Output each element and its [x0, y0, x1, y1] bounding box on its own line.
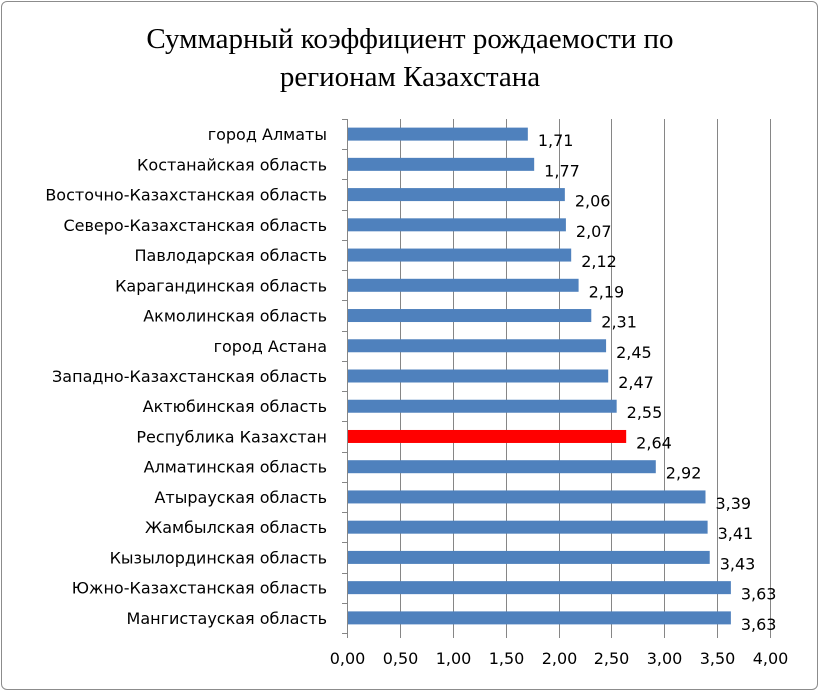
bar	[348, 188, 565, 202]
category-label: город Астана	[214, 337, 327, 356]
data-label: 3,41	[718, 524, 754, 543]
category-label: Жамбылская область	[145, 518, 327, 537]
category-label: Западно-Казахстанская область	[52, 367, 327, 386]
data-label: 3,43	[720, 554, 756, 573]
data-label: 2,19	[589, 282, 625, 301]
data-label: 3,39	[715, 494, 751, 513]
x-tick-label: 4,00	[753, 649, 789, 668]
data-label: 2,12	[581, 252, 617, 271]
category-label: город Алматы	[208, 125, 327, 144]
x-tick-label: 1,00	[436, 649, 472, 668]
bar	[348, 127, 528, 141]
bar	[348, 399, 617, 413]
bar	[348, 248, 572, 262]
x-tick-label: 0,50	[383, 649, 419, 668]
bar	[348, 581, 731, 595]
data-label: 2,31	[601, 313, 637, 332]
bar	[348, 369, 609, 383]
bar	[348, 460, 656, 474]
chart-title: Суммарный коэффициент рождаемости по рег…	[146, 23, 674, 93]
data-label: 2,92	[666, 464, 702, 483]
data-label: 2,47	[618, 373, 654, 392]
data-label: 2,45	[616, 343, 652, 362]
x-tick-label: 3,00	[647, 649, 683, 668]
x-tick-label: 2,50	[594, 649, 630, 668]
x-tick-label: 0,00	[330, 649, 366, 668]
category-label: Алматинская область	[144, 458, 327, 477]
category-label: Мангистауская область	[127, 609, 327, 628]
bar	[348, 490, 706, 504]
data-label: 2,06	[575, 192, 611, 211]
category-label: Восточно-Казахстанская область	[45, 186, 327, 205]
category-label: Атырауская область	[154, 488, 327, 507]
bar	[348, 611, 731, 625]
bar	[348, 309, 592, 323]
bar	[348, 218, 566, 232]
category-label: Кызылординская область	[110, 548, 327, 567]
category-label: Северо-Казахстанская область	[63, 216, 327, 235]
bar	[348, 278, 579, 292]
data-label: 2,07	[576, 222, 612, 241]
data-label: 3,63	[741, 615, 777, 634]
category-label: Костанайская область	[137, 155, 327, 174]
category-label: Актюбинская область	[143, 397, 327, 416]
x-tick-label: 2,00	[542, 649, 578, 668]
data-label: 1,77	[544, 161, 580, 180]
x-tick-label: 3,50	[700, 649, 736, 668]
data-label: 1,71	[538, 131, 574, 150]
bar	[348, 429, 627, 443]
bar	[348, 339, 607, 353]
category-label: Акмолинская область	[143, 307, 327, 326]
bar	[348, 550, 710, 564]
category-label: Карагандинская область	[115, 276, 327, 295]
category-label: Южно-Казахстанская область	[72, 579, 327, 598]
x-tick-label: 1,50	[489, 649, 525, 668]
category-label: Республика Казахстан	[136, 427, 327, 446]
category-label: Павлодарская область	[134, 246, 327, 265]
bar	[348, 157, 535, 171]
bar	[348, 520, 708, 534]
data-label: 2,64	[636, 433, 672, 452]
data-label: 3,63	[741, 585, 777, 604]
data-label: 2,55	[627, 403, 663, 422]
